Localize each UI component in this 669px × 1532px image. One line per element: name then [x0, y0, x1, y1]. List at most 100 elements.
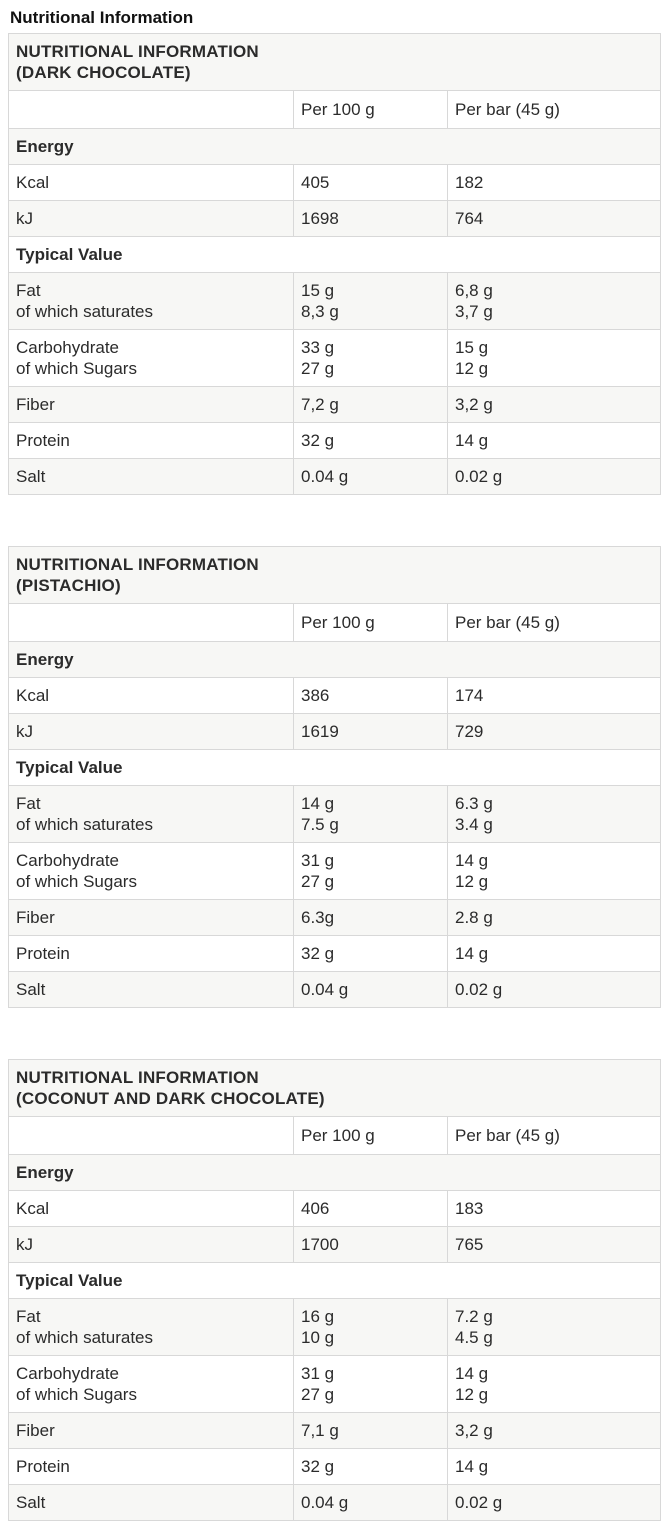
section-label: Energy — [8, 128, 661, 165]
nutrient-value-per-bar: 183 — [447, 1190, 661, 1227]
nutrient-value-per-100g: 406 — [293, 1190, 448, 1227]
nutrient-label: Carbohydrate of which Sugars — [8, 1355, 294, 1413]
table-title-row: NUTRITIONAL INFORMATION (COCONUT AND DAR… — [8, 1059, 661, 1117]
column-header-empty — [8, 603, 294, 642]
nutrient-value-per-bar: 0.02 g — [447, 1484, 661, 1521]
nutrient-row: kJ 1619 729 — [8, 713, 661, 750]
nutrient-row: Kcal 405 182 — [8, 164, 661, 201]
nutrient-row: Protein 32 g 14 g — [8, 1448, 661, 1485]
table-title: NUTRITIONAL INFORMATION (DARK CHOCOLATE) — [8, 33, 661, 91]
column-header-row: Per 100 g Per bar (45 g) — [8, 603, 661, 642]
nutrient-row: Salt 0.04 g 0.02 g — [8, 458, 661, 495]
nutrient-label: kJ — [8, 200, 294, 237]
column-header-per-bar: Per bar (45 g) — [447, 90, 661, 129]
nutrient-value-per-100g: 31 g 27 g — [293, 842, 448, 900]
column-header-per-100g: Per 100 g — [293, 603, 448, 642]
nutrient-value-per-100g: 0.04 g — [293, 1484, 448, 1521]
nutrient-value-per-100g: 16 g 10 g — [293, 1298, 448, 1356]
nutrient-value-per-bar: 0.02 g — [447, 458, 661, 495]
nutrient-value-per-bar: 15 g 12 g — [447, 329, 661, 387]
nutrient-value-per-bar: 14 g — [447, 422, 661, 459]
table-title-row: NUTRITIONAL INFORMATION (DARK CHOCOLATE) — [8, 33, 661, 91]
nutrient-value-per-100g: 6.3g — [293, 899, 448, 936]
nutrient-label: Carbohydrate of which Sugars — [8, 842, 294, 900]
nutrient-label: kJ — [8, 1226, 294, 1263]
nutrient-value-per-100g: 1698 — [293, 200, 448, 237]
column-header-per-bar: Per bar (45 g) — [447, 603, 661, 642]
nutrient-row: Fat of which saturates 15 g 8,3 g 6,8 g 3,7 g — [8, 272, 661, 330]
column-header-empty — [8, 1116, 294, 1155]
nutrient-row: Fiber 6.3g 2.8 g — [8, 899, 661, 936]
nutrient-label: Fat of which saturates — [8, 272, 294, 330]
nutrient-label: Carbohydrate of which Sugars — [8, 329, 294, 387]
nutrient-value-per-100g: 32 g — [293, 422, 448, 459]
nutrient-value-per-bar: 182 — [447, 164, 661, 201]
column-header-row: Per 100 g Per bar (45 g) — [8, 1116, 661, 1155]
nutrient-row: kJ 1700 765 — [8, 1226, 661, 1263]
section-label: Typical Value — [8, 749, 661, 786]
nutrient-row: Fiber 7,2 g 3,2 g — [8, 386, 661, 423]
column-header-per-bar: Per bar (45 g) — [447, 1116, 661, 1155]
column-header-per-100g: Per 100 g — [293, 90, 448, 129]
nutrient-row: Kcal 386 174 — [8, 677, 661, 714]
nutrient-row: Fiber 7,1 g 3,2 g — [8, 1412, 661, 1449]
nutrient-row: Salt 0.04 g 0.02 g — [8, 1484, 661, 1521]
section-header-row: Typical Value — [8, 236, 661, 273]
table-title-line2: (COCONUT AND DARK CHOCOLATE) — [16, 1089, 325, 1108]
section-header-row: Typical Value — [8, 1262, 661, 1299]
nutrient-label: Kcal — [8, 677, 294, 714]
nutrition-table: NUTRITIONAL INFORMATION (COCONUT AND DAR… — [8, 1059, 661, 1521]
nutrient-value-per-bar: 7.2 g 4.5 g — [447, 1298, 661, 1356]
nutrient-row: Protein 32 g 14 g — [8, 935, 661, 972]
nutrient-value-per-bar: 14 g — [447, 1448, 661, 1485]
nutrient-value-per-bar: 174 — [447, 677, 661, 714]
nutrient-value-per-bar: 14 g — [447, 935, 661, 972]
nutrient-value-per-bar: 765 — [447, 1226, 661, 1263]
nutrient-label: Kcal — [8, 1190, 294, 1227]
column-header-per-100g: Per 100 g — [293, 1116, 448, 1155]
nutrient-value-per-100g: 7,1 g — [293, 1412, 448, 1449]
nutrient-value-per-bar: 14 g 12 g — [447, 842, 661, 900]
nutrient-label: Fiber — [8, 899, 294, 936]
nutrient-label: Salt — [8, 971, 294, 1008]
nutrient-label: Protein — [8, 422, 294, 459]
table-title: NUTRITIONAL INFORMATION (COCONUT AND DAR… — [8, 1059, 661, 1117]
nutrition-table: NUTRITIONAL INFORMATION (DARK CHOCOLATE)… — [8, 33, 661, 495]
table-title-line2: (PISTACHIO) — [16, 576, 121, 595]
nutrient-value-per-100g: 32 g — [293, 935, 448, 972]
column-header-empty — [8, 90, 294, 129]
nutrient-value-per-100g: 1700 — [293, 1226, 448, 1263]
nutrient-value-per-bar: 0.02 g — [447, 971, 661, 1008]
nutrient-row: Protein 32 g 14 g — [8, 422, 661, 459]
table-title-line1: NUTRITIONAL INFORMATION — [16, 42, 259, 61]
table-title-line2: (DARK CHOCOLATE) — [16, 63, 191, 82]
nutrient-label: Kcal — [8, 164, 294, 201]
nutrient-value-per-bar: 14 g 12 g — [447, 1355, 661, 1413]
nutrient-label: kJ — [8, 713, 294, 750]
nutrient-label: Protein — [8, 1448, 294, 1485]
nutrient-value-per-100g: 32 g — [293, 1448, 448, 1485]
section-label: Typical Value — [8, 1262, 661, 1299]
nutrient-value-per-100g: 33 g 27 g — [293, 329, 448, 387]
nutrient-value-per-100g: 15 g 8,3 g — [293, 272, 448, 330]
nutrient-label: Fat of which saturates — [8, 785, 294, 843]
nutrient-value-per-bar: 729 — [447, 713, 661, 750]
nutrient-value-per-bar: 764 — [447, 200, 661, 237]
nutrition-tables-container: NUTRITIONAL INFORMATION (DARK CHOCOLATE)… — [8, 33, 661, 1521]
table-title: NUTRITIONAL INFORMATION (PISTACHIO) — [8, 546, 661, 604]
nutrition-table: NUTRITIONAL INFORMATION (PISTACHIO) Per … — [8, 546, 661, 1008]
nutrient-label: Fiber — [8, 1412, 294, 1449]
section-header-row: Typical Value — [8, 749, 661, 786]
nutrient-value-per-bar: 2.8 g — [447, 899, 661, 936]
nutrient-value-per-bar: 6,8 g 3,7 g — [447, 272, 661, 330]
nutrient-row: Fat of which saturates 14 g 7.5 g 6.3 g 3.4 g — [8, 785, 661, 843]
nutrient-row: Fat of which saturates 16 g 10 g 7.2 g 4.5 g — [8, 1298, 661, 1356]
nutrient-value-per-100g: 0.04 g — [293, 971, 448, 1008]
table-title-line1: NUTRITIONAL INFORMATION — [16, 1068, 259, 1087]
nutrient-label: Salt — [8, 1484, 294, 1521]
section-header-row: Energy — [8, 1154, 661, 1191]
nutrient-label: Fat of which saturates — [8, 1298, 294, 1356]
nutrient-value-per-100g: 1619 — [293, 713, 448, 750]
nutrient-label: Fiber — [8, 386, 294, 423]
